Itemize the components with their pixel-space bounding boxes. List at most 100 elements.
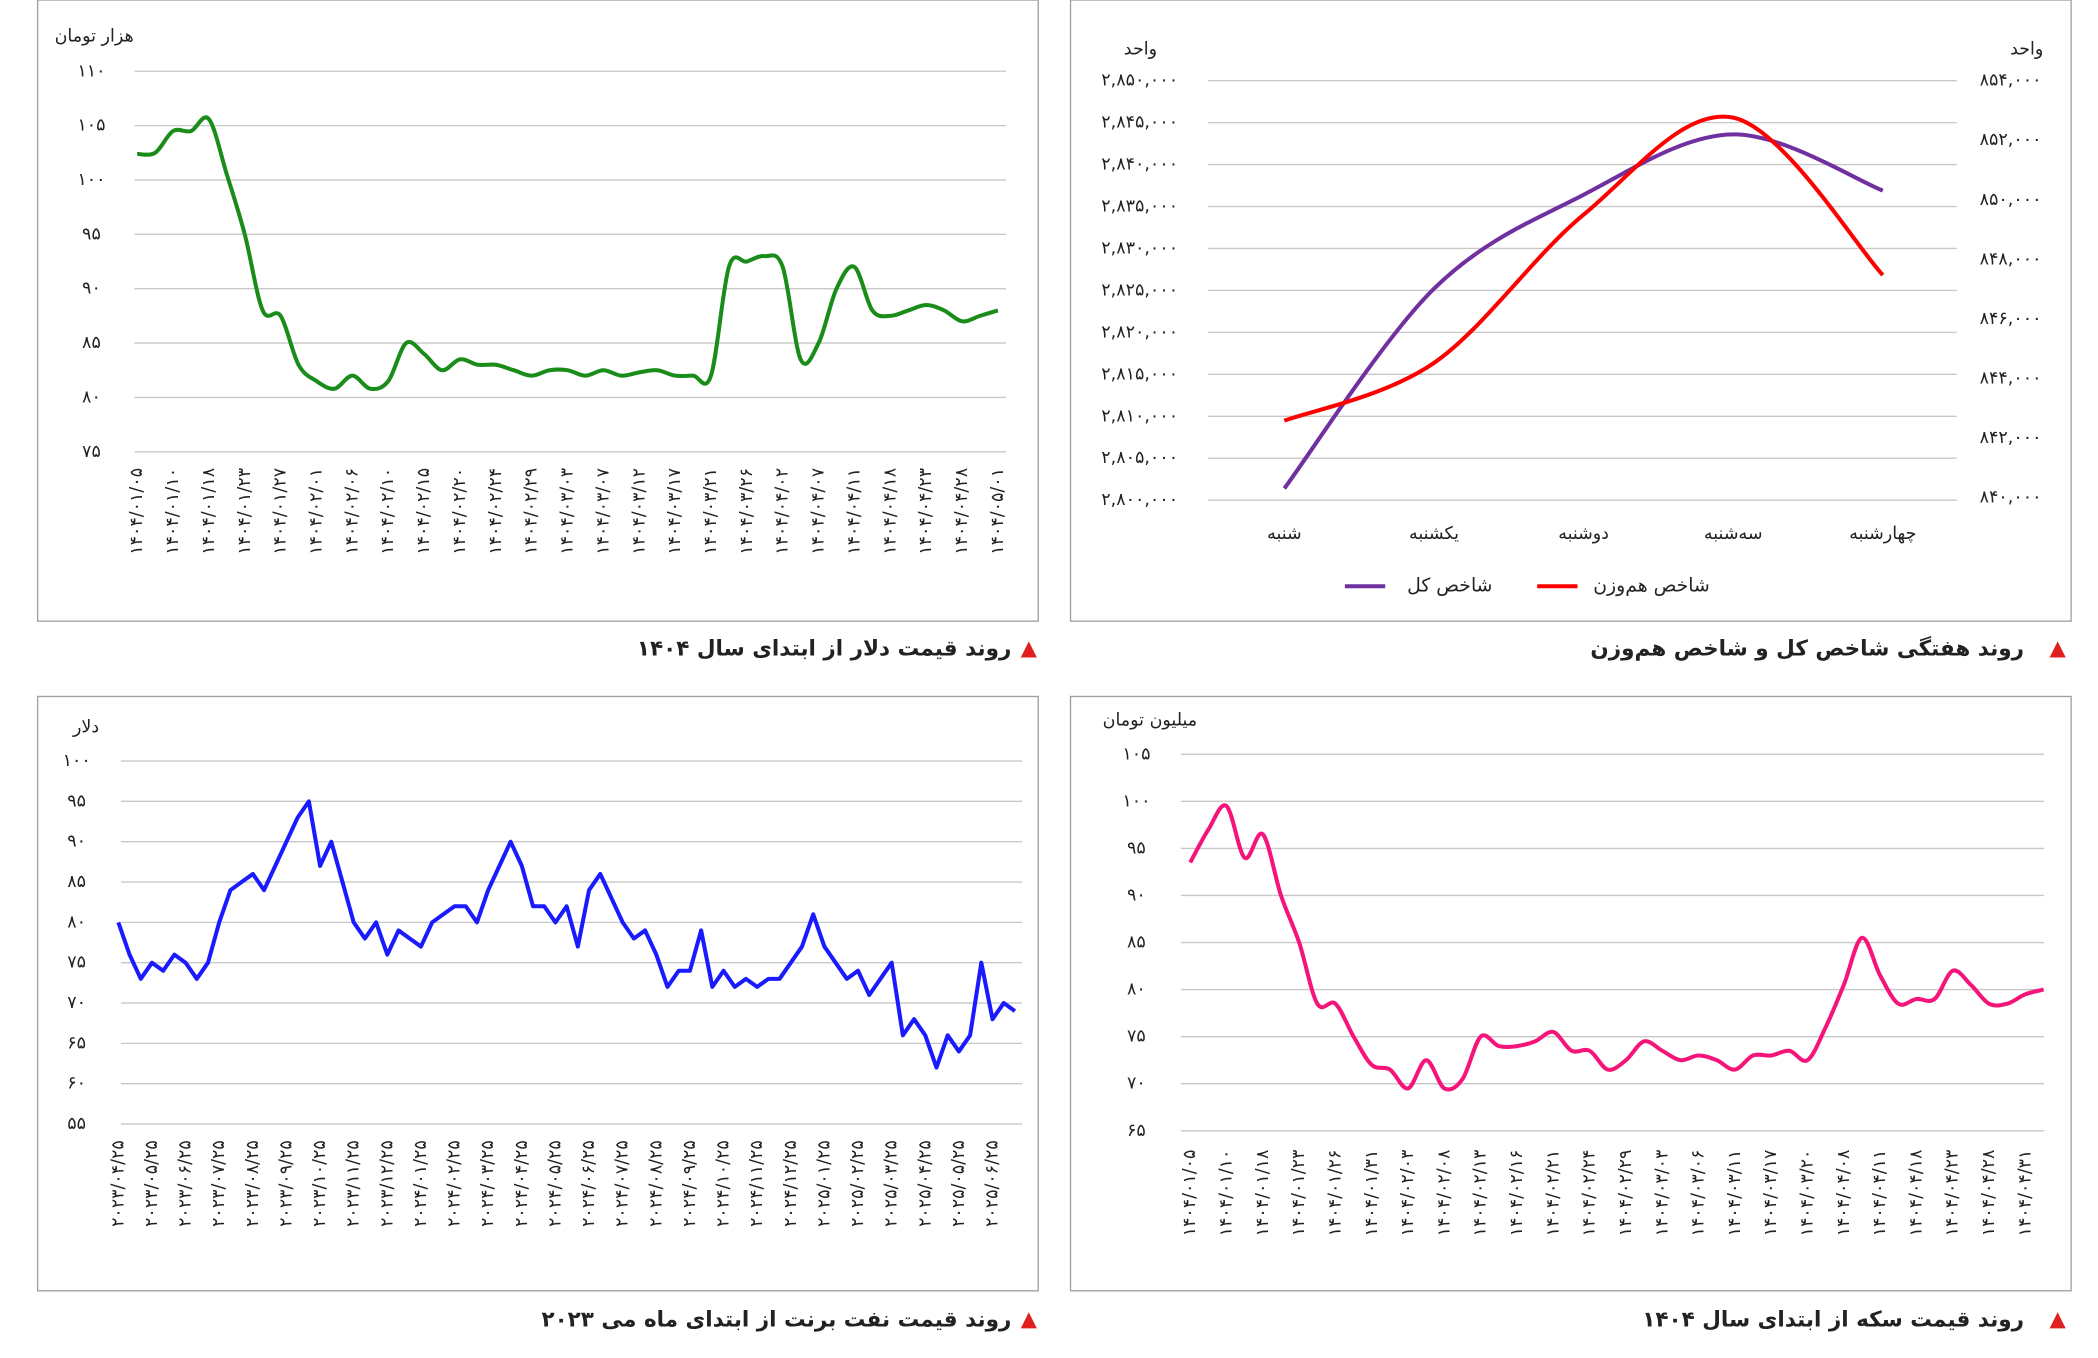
chart-frame bbox=[1069, 0, 2072, 622]
x-tick-label: ۱۴۰۴/۰۴/۱۸ bbox=[1906, 1150, 1926, 1237]
y-tick-label: ۹۵ bbox=[82, 224, 101, 244]
y2-tick-label: ۸۵۰,۰۰۰ bbox=[1980, 190, 2042, 210]
chart-title: روند قیمت دلار از ابتدای سال ۱۴۰۴ bbox=[637, 636, 1011, 661]
y-tick-label: ۹۰ bbox=[1127, 885, 1146, 905]
x-tick-label: سه‌شنبه bbox=[1704, 524, 1763, 544]
x-tick-label: ۲۰۲۴/۱۲/۲۵ bbox=[781, 1140, 801, 1227]
y-tick-label: ۱۰۵ bbox=[77, 116, 105, 136]
unit-label: واحد bbox=[2010, 40, 2043, 60]
y-tick-label: ۲,۸۳۰,۰۰۰ bbox=[1101, 238, 1178, 258]
x-tick-label: شنبه bbox=[1267, 524, 1302, 544]
x-tick-label: ۲۰۲۴/۱۱/۲۵ bbox=[747, 1140, 767, 1227]
y2-tick-label: ۸۵۴,۰۰۰ bbox=[1980, 71, 2042, 91]
y-tick-label: ۷۰ bbox=[67, 993, 86, 1013]
x-tick-label: ۲۰۲۴/۰۶/۲۵ bbox=[579, 1140, 599, 1227]
y-tick-label: ۹۵ bbox=[1127, 838, 1146, 858]
x-tick-label: ۲۰۲۳/۰۷/۲۵ bbox=[209, 1140, 229, 1227]
y-tick-label: ۹۵ bbox=[67, 791, 86, 811]
x-tick-label: ۱۴۰۴/۰۱/۰۵ bbox=[127, 468, 147, 555]
x-tick-label: ۲۰۲۴/۰۱/۲۵ bbox=[411, 1140, 431, 1227]
x-tick-label: ۱۴۰۴/۰۲/۱۶ bbox=[1507, 1150, 1527, 1237]
x-tick-label: ۱۴۰۴/۰۲/۲۴ bbox=[1580, 1150, 1600, 1237]
x-tick-label: ۱۴۰۴/۰۲/۱۰ bbox=[378, 468, 398, 555]
y2-tick-label: ۸۴۴,۰۰۰ bbox=[1980, 368, 2042, 388]
x-tick-label: ۱۴۰۴/۰۴/۲۸ bbox=[952, 468, 972, 555]
x-tick-label: ۲۰۲۵/۰۲/۲۵ bbox=[848, 1140, 868, 1227]
x-tick-label: ۱۴۰۴/۰۵/۰۱ bbox=[988, 468, 1008, 555]
x-tick-label: ۱۴۰۴/۰۴/۳۱ bbox=[2015, 1150, 2035, 1237]
y-tick-label: ۹۰ bbox=[67, 832, 86, 852]
x-tick-label: ۱۴۰۴/۰۲/۲۹ bbox=[522, 468, 542, 555]
x-tick-label: ۲۰۲۴/۰۴/۲۵ bbox=[512, 1140, 532, 1227]
y2-tick-label: ۸۴۶,۰۰۰ bbox=[1980, 309, 2042, 329]
x-tick-label: ۱۴۰۴/۰۲/۲۴ bbox=[486, 468, 506, 555]
y-tick-label: ۸۵ bbox=[82, 333, 101, 353]
y-tick-label: ۲,۸۳۵,۰۰۰ bbox=[1101, 197, 1178, 217]
y-tick-label: ۱۰۰ bbox=[77, 170, 105, 190]
y-tick-label: ۵۵ bbox=[67, 1114, 86, 1134]
x-tick-label: ۱۴۰۴/۰۱/۲۳ bbox=[235, 468, 255, 555]
chart-title: روند قیمت نفت برنت از ابتدای ماه می ۲۰۲۳ bbox=[541, 1307, 1011, 1332]
x-tick-label: ۱۴۰۴/۰۱/۱۰ bbox=[1217, 1150, 1237, 1237]
x-tick-label: ۱۴۰۴/۰۴/۰۷ bbox=[809, 468, 829, 555]
x-tick-label: ۲۰۲۳/۰۴/۲۵ bbox=[108, 1140, 128, 1227]
y-tick-label: ۷۵ bbox=[67, 953, 86, 973]
x-tick-label: ۱۴۰۴/۰۲/۱۳ bbox=[1471, 1150, 1491, 1237]
y-tick-label: ۷۵ bbox=[1127, 1027, 1146, 1047]
y-tick-label: ۱۱۰ bbox=[77, 61, 105, 81]
y-tick-label: ۱۰۰ bbox=[63, 751, 91, 771]
x-tick-label: ۱۴۰۴/۰۲/۲۰ bbox=[450, 468, 470, 555]
x-tick-label: ۲۰۲۴/۰۸/۲۵ bbox=[646, 1140, 666, 1227]
x-tick-label: ۲۰۲۴/۱۰/۲۵ bbox=[714, 1140, 734, 1227]
x-tick-label: ۱۴۰۴/۰۴/۰۲ bbox=[773, 468, 793, 555]
y-tick-label: ۲,۸۲۵,۰۰۰ bbox=[1101, 280, 1178, 300]
y-tick-label: ۲,۸۰۵,۰۰۰ bbox=[1101, 448, 1178, 468]
x-tick-label: ۲۰۲۵/۰۳/۲۵ bbox=[882, 1140, 902, 1227]
x-tick-label: ۱۴۰۴/۰۴/۲۳ bbox=[916, 468, 936, 555]
x-tick-label: ۲۰۲۴/۰۵/۲۵ bbox=[545, 1140, 565, 1227]
x-tick-label: ۲۰۲۳/۰۶/۲۵ bbox=[176, 1140, 196, 1227]
y-tick-label: ۲,۸۵۰,۰۰۰ bbox=[1101, 71, 1178, 91]
x-tick-label: ۱۴۰۴/۰۱/۲۳ bbox=[1289, 1150, 1309, 1237]
caption-marker bbox=[2049, 641, 2066, 658]
data-line bbox=[1188, 803, 2045, 1092]
unit-label: دلار bbox=[72, 717, 99, 737]
chart-title: روند قیمت سکه از ابتدای سال ۱۴۰۴ bbox=[1642, 1307, 2024, 1332]
x-tick-label: ۱۴۰۴/۰۱/۱۸ bbox=[1253, 1150, 1273, 1237]
y-tick-label: ۱۰۰ bbox=[1122, 791, 1150, 811]
y-tick-label: ۶۵ bbox=[67, 1033, 86, 1053]
y-tick-label: ۸۰ bbox=[67, 912, 86, 932]
x-tick-label: ۲۰۲۴/۰۷/۲۵ bbox=[613, 1140, 633, 1227]
y-tick-label: ۶۵ bbox=[1127, 1121, 1146, 1141]
chart-title: روند هفتگی شاخص کل و شاخص هم‌وزن bbox=[1590, 635, 2024, 661]
x-tick-label: ۲۰۲۵/۰۱/۲۵ bbox=[814, 1140, 834, 1227]
y-tick-label: ۷۵ bbox=[82, 442, 101, 462]
x-tick-label: ۱۴۰۴/۰۳/۱۲ bbox=[629, 468, 649, 555]
x-tick-label: ۱۴۰۴/۰۲/۰۶ bbox=[342, 468, 362, 555]
x-tick-label: ۲۰۲۳/۱۰/۲۵ bbox=[310, 1140, 330, 1227]
x-tick-label: ۱۴۰۴/۰۱/۱۰ bbox=[163, 468, 183, 555]
y-tick-label: ۹۰ bbox=[82, 279, 101, 299]
y-tick-label: ۲,۸۴۰,۰۰۰ bbox=[1101, 155, 1178, 175]
caption-marker bbox=[1020, 1312, 1037, 1329]
unit-label: واحد bbox=[1124, 40, 1157, 60]
y-tick-label: ۲,۸۴۵,۰۰۰ bbox=[1101, 113, 1178, 133]
x-tick-label: ۱۴۰۴/۰۴/۱۱ bbox=[1870, 1150, 1890, 1237]
x-tick-label: ۱۴۰۴/۰۱/۲۶ bbox=[1325, 1150, 1345, 1237]
x-tick-label: ۱۴۰۴/۰۳/۲۶ bbox=[737, 468, 757, 555]
legend-label: شاخص هم‌وزن bbox=[1593, 576, 1710, 597]
y-tick-label: ۸۰ bbox=[1127, 980, 1146, 1000]
data-line bbox=[1283, 114, 1885, 423]
x-tick-label: ۱۴۰۴/۰۱/۲۷ bbox=[271, 468, 291, 555]
y-tick-label: ۲,۸۰۰,۰۰۰ bbox=[1101, 490, 1178, 510]
unit-label: هزار تومان bbox=[55, 26, 134, 46]
x-tick-label: ۱۴۰۴/۰۳/۰۳ bbox=[1652, 1150, 1672, 1237]
y2-tick-label: ۸۴۸,۰۰۰ bbox=[1980, 249, 2042, 269]
x-tick-label: ۱۴۰۴/۰۳/۱۱ bbox=[1725, 1150, 1745, 1237]
legend-label: شاخص کل bbox=[1407, 576, 1492, 597]
y-tick-label: ۸۵ bbox=[1127, 933, 1146, 953]
x-tick-label: ۱۴۰۴/۰۳/۰۷ bbox=[593, 468, 613, 555]
y2-tick-label: ۸۴۰,۰۰۰ bbox=[1980, 487, 2042, 507]
x-tick-label: ۱۴۰۴/۰۳/۲۱ bbox=[701, 468, 721, 555]
